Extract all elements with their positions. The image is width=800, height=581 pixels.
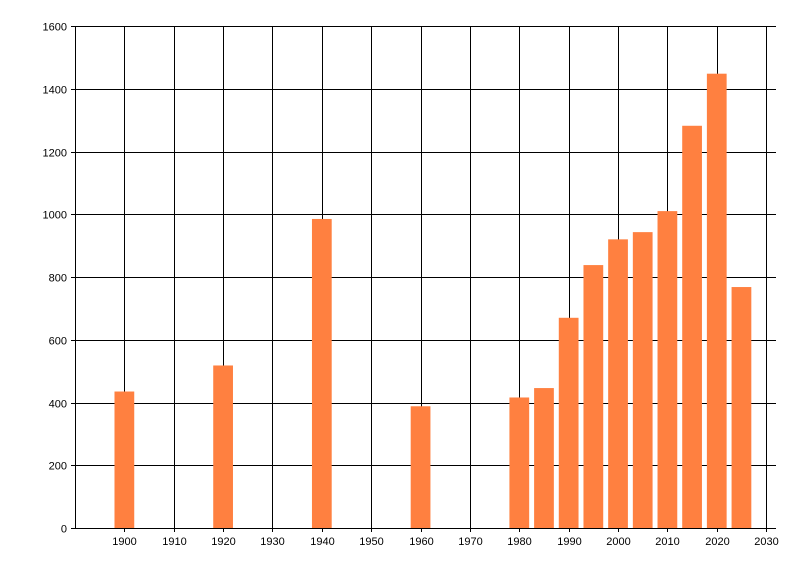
bar-2010 [657,211,678,529]
bar-1985 [534,388,554,528]
x-tick-label: 2020 [705,536,729,548]
x-tick-label: 2000 [606,536,630,548]
y-tick-label: 400 [49,399,67,411]
x-tick-label: 1930 [260,536,284,548]
x-tick-label: 1950 [359,536,383,548]
bar-1960 [410,406,431,528]
x-tick-label: 1920 [211,536,235,548]
y-tick-label: 1600 [43,22,67,34]
bar-1990 [558,317,579,528]
x-tick-label: 1990 [557,536,581,548]
x-tick-label: 1980 [507,536,531,548]
bar-1900 [114,391,135,528]
y-tick-label: 1000 [43,210,67,222]
x-tick-label: 2010 [655,536,679,548]
bars [114,73,752,529]
tick-labels: 0 200 400 600 800 1000 1200 1400 1600 1900 1910 192… [43,22,779,549]
y-tick-label: 1200 [43,148,67,160]
x-tick-label: 1970 [458,536,482,548]
y-tick-label: 1400 [43,85,67,97]
bar-2025 [731,287,752,528]
bar-2020 [706,73,727,528]
axes [71,26,776,532]
x-tick-label: 1900 [112,536,136,548]
y-tick-label: 800 [49,273,67,285]
x-tick-label: 2030 [754,536,778,548]
bar-2000 [608,239,628,528]
bar-1980 [509,397,530,528]
y-tick-label: 200 [49,461,67,473]
x-tick-label: 1910 [162,536,186,548]
y-tick-label: 0 [61,524,67,536]
x-tick-label: 1960 [409,536,433,548]
bar-1940 [311,218,332,529]
y-tick-label: 600 [49,336,67,348]
x-tick-label: 1940 [310,536,334,548]
bar-1920 [213,365,233,528]
bar-2005 [632,232,653,529]
bar-2015 [682,125,702,529]
bar-1995 [583,265,604,528]
